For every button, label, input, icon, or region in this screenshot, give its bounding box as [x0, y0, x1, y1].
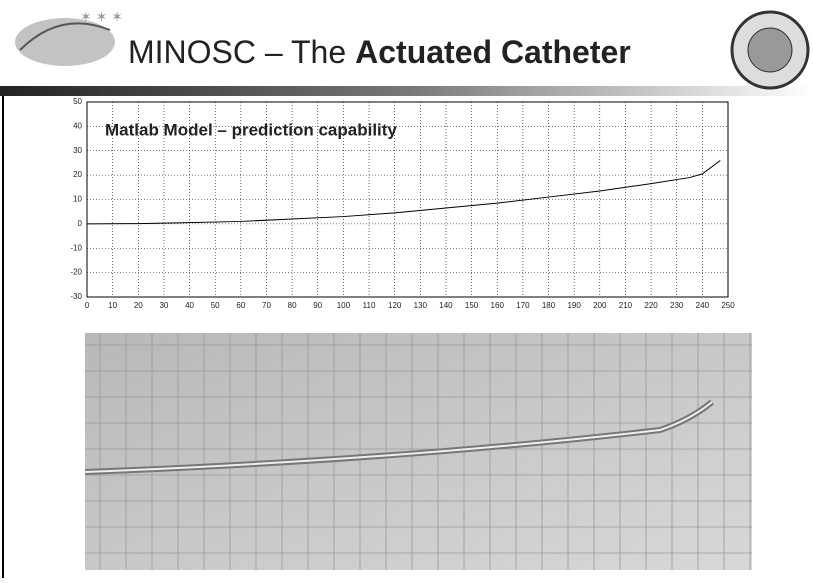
photo — [85, 333, 752, 570]
x-tick-label: 230 — [670, 301, 684, 310]
x-tick-label: 170 — [516, 301, 530, 310]
x-tick-label: 20 — [134, 301, 143, 310]
x-tick-label: 130 — [414, 301, 428, 310]
right-logo — [732, 12, 808, 88]
chart-title: Matlab Model – prediction capability — [105, 120, 397, 139]
x-tick-label: 40 — [185, 301, 194, 310]
y-tick-label: 0 — [78, 219, 83, 228]
x-tick-label: 60 — [236, 301, 245, 310]
y-tick-label: -20 — [70, 268, 82, 277]
x-tick-label: 30 — [159, 301, 168, 310]
slide: ✶ ✶ ✶ MINOSC – TheActuated Catheter Matl… — [0, 0, 813, 578]
y-tick-label: 30 — [73, 146, 82, 155]
x-tick-label: 110 — [363, 301, 376, 310]
x-tick-label: 90 — [313, 301, 322, 310]
header-bar — [0, 86, 813, 96]
svg-text:✶ ✶ ✶: ✶ ✶ ✶ — [80, 9, 123, 25]
y-tick-label: 40 — [73, 121, 82, 130]
title-plain: MINOSC – The — [128, 34, 346, 70]
y-tick-label: -10 — [70, 243, 82, 252]
y-tick-label: -30 — [70, 292, 82, 301]
x-tick-label: 50 — [211, 301, 220, 310]
y-tick-label: 50 — [73, 97, 82, 106]
x-tick-label: 80 — [288, 301, 297, 310]
x-tick-label: 150 — [465, 301, 479, 310]
x-tick-label: 160 — [491, 301, 505, 310]
x-tick-label: 190 — [567, 301, 581, 310]
x-tick-label: 70 — [262, 301, 271, 310]
x-tick-label: 140 — [439, 301, 453, 310]
x-tick-label: 0 — [85, 301, 90, 310]
x-tick-label: 210 — [619, 301, 633, 310]
x-tick-label: 100 — [337, 301, 351, 310]
x-tick-label: 220 — [644, 301, 658, 310]
x-tick-label: 240 — [696, 301, 710, 310]
y-tick-label: 20 — [73, 170, 82, 179]
x-tick-label: 200 — [593, 301, 607, 310]
x-tick-label: 250 — [721, 301, 735, 310]
x-tick-label: 10 — [108, 301, 117, 310]
y-tick-label: 10 — [73, 195, 82, 204]
chart: Matlab Model – prediction capability -30… — [70, 97, 735, 310]
x-tick-label: 120 — [388, 301, 402, 310]
title-bold: Actuated Catheter — [355, 34, 631, 70]
x-tick-label: 180 — [542, 301, 556, 310]
